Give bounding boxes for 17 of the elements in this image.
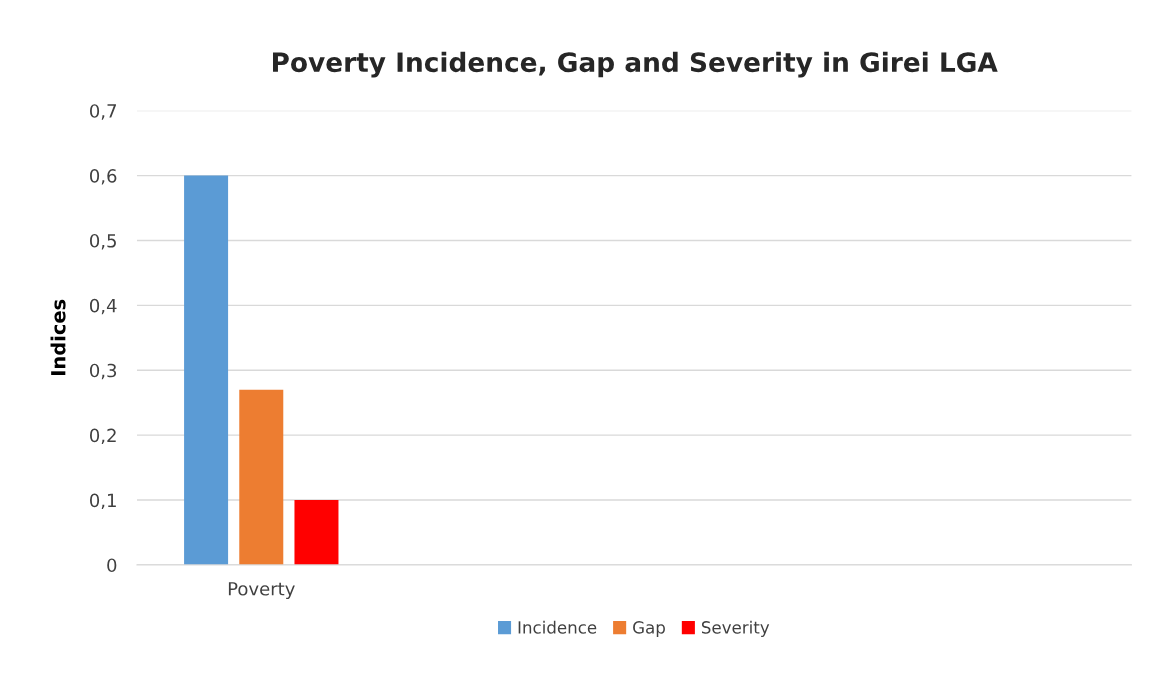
- bar: [239, 389, 284, 565]
- y-tick-label: 0,4: [90, 298, 117, 315]
- y-axis-title: Indices: [50, 299, 66, 375]
- chart-title: Poverty Incidence, Gap and Severity in Girei LGA: [273, 51, 998, 78]
- bar: [184, 175, 229, 565]
- x-tick-label: Poverty: [228, 582, 295, 600]
- legend-label: Incidence: [518, 620, 597, 634]
- y-tick-label: 0,1: [90, 493, 116, 509]
- y-tick-label: 0,3: [90, 363, 117, 380]
- legend-label: Severity: [701, 620, 770, 637]
- y-tick-label: 0,2: [90, 428, 116, 445]
- y-tick-label: 0,5: [90, 233, 116, 250]
- y-tick-label: 0,7: [90, 104, 116, 120]
- bar: [294, 500, 339, 565]
- y-tick-label: 0: [107, 558, 117, 573]
- y-tick-label: 0,6: [90, 169, 117, 185]
- legend-label: Gap: [633, 621, 665, 637]
